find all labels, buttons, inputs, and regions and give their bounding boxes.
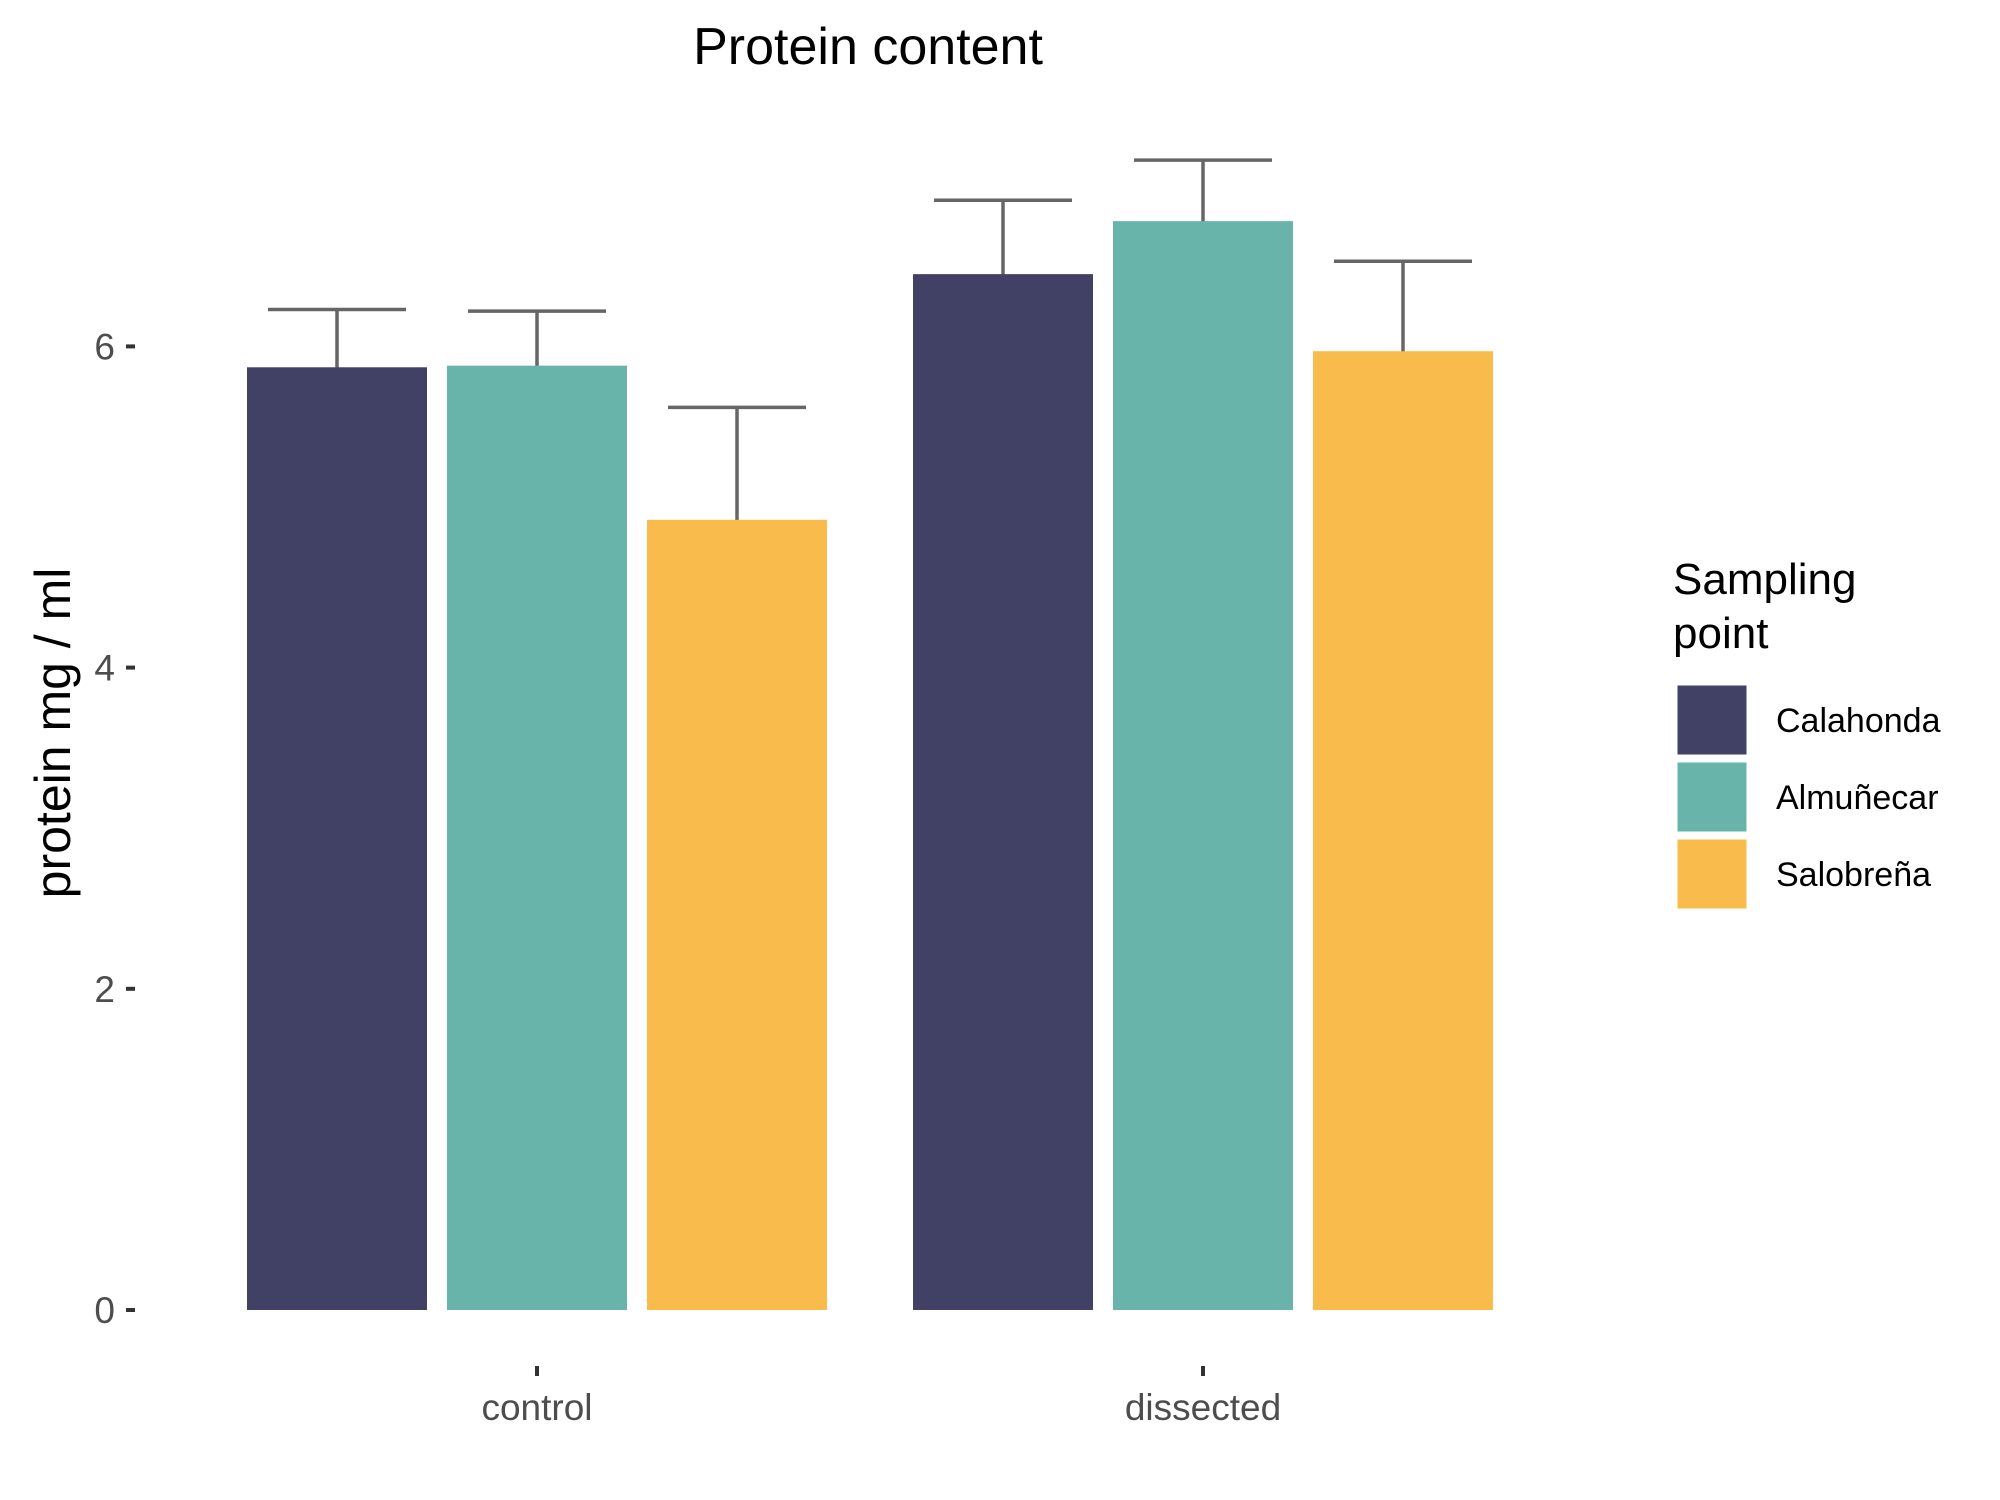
y-tick-label: 0 [94, 1290, 115, 1331]
y-axis: 0 2 4 6 [94, 326, 135, 1331]
bar [1113, 221, 1293, 1311]
legend-title-line-1: Sampling [1673, 555, 1856, 604]
legend-key [1674, 682, 1750, 758]
y-tick-label: 6 [94, 326, 115, 367]
bar [447, 365, 627, 1310]
legend-label: Calahonda [1776, 702, 1941, 740]
y-tick-label: 4 [94, 648, 115, 689]
x-tick-label: control [481, 1387, 592, 1428]
bar [247, 367, 427, 1310]
bar [913, 274, 1093, 1310]
bar [1313, 351, 1493, 1310]
legend-title-line-2: point [1673, 609, 1768, 658]
x-axis: control dissected [481, 1366, 1281, 1428]
bar [647, 519, 827, 1310]
y-tick-label: 2 [94, 969, 115, 1010]
legend-key [1674, 759, 1750, 835]
bars-layer [247, 221, 1493, 1311]
legend-label: Salobreña [1776, 856, 1931, 894]
chart-title: Protein content [693, 18, 1043, 76]
x-tick-label: dissected [1125, 1387, 1281, 1428]
y-axis-title: protein mg / ml [25, 568, 81, 899]
legend-key [1674, 836, 1750, 912]
legend: Sampling point Calahonda Almuñecar Salobre… [1673, 555, 1941, 912]
legend-label: Almuñecar [1776, 779, 1939, 817]
